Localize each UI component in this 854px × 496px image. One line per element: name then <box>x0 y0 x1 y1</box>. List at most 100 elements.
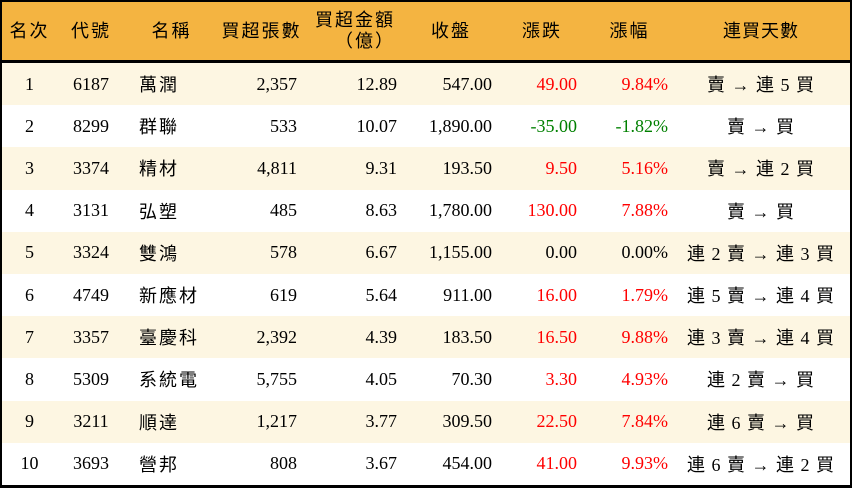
cell-change-pct: 9.93% <box>621 453 669 474</box>
cell-net-buy-amount: 3.67 <box>365 453 398 474</box>
header-name: 名稱 <box>151 20 192 41</box>
cell-streak: 連 6 賣 → 買 <box>707 412 815 433</box>
cell-close: 193.50 <box>442 157 493 178</box>
cell-change-pct: 5.16% <box>621 157 669 178</box>
cell-net-buy-volume: 578 <box>270 242 297 263</box>
cell-net-buy-amount: 10.07 <box>356 115 398 136</box>
cell-streak: 連 3 賣 → 連 4 買 <box>687 328 835 349</box>
cell-change-pct: 9.88% <box>621 326 669 347</box>
cell-change-pct: 1.79% <box>621 284 669 305</box>
cell-code: 3693 <box>73 453 109 474</box>
cell-name: 新應材 <box>139 286 199 307</box>
header-net-buy-amount: 買超金額 （億） <box>315 10 395 51</box>
table-header-row: 名次 代號 名稱 買超張數 買超金額 （億） 收盤 漲跌 漲幅 連買天數 <box>2 2 850 63</box>
cell-rank: 3 <box>25 157 34 178</box>
cell-change: 16.50 <box>536 326 578 347</box>
cell-net-buy-amount: 4.39 <box>365 326 398 347</box>
cell-change: 49.00 <box>536 73 578 94</box>
table-row: 9 3211 順達 1,217 3.77 309.50 22.50 7.84% … <box>2 400 850 443</box>
cell-rank: 5 <box>25 242 34 263</box>
cell-close: 454.00 <box>442 453 493 474</box>
cell-code: 3131 <box>73 200 109 221</box>
cell-net-buy-volume: 619 <box>270 284 297 305</box>
cell-net-buy-volume: 2,357 <box>256 73 298 94</box>
cell-net-buy-volume: 4,811 <box>257 157 297 178</box>
cell-close: 1,890.00 <box>429 115 492 136</box>
cell-rank: 2 <box>25 115 34 136</box>
header-code: 代號 <box>71 20 111 41</box>
table-row: 10 3693 營邦 808 3.67 454.00 41.00 9.93% 連… <box>2 442 850 485</box>
cell-net-buy-volume: 808 <box>270 453 297 474</box>
cell-name: 營邦 <box>139 454 179 475</box>
cell-close: 1,780.00 <box>429 200 492 221</box>
table-body: 1 6187 萬潤 2,357 12.89 547.00 49.00 9.84%… <box>2 63 850 485</box>
cell-net-buy-volume: 1,217 <box>256 411 298 432</box>
cell-close: 309.50 <box>442 411 493 432</box>
cell-change: 16.00 <box>536 284 578 305</box>
table-row: 1 6187 萬潤 2,357 12.89 547.00 49.00 9.84%… <box>2 63 850 106</box>
table-row: 3 3374 精材 4,811 9.31 193.50 9.50 5.16% 賣… <box>2 147 850 190</box>
cell-streak: 賣 → 買 <box>727 201 795 222</box>
cell-code: 8299 <box>73 115 109 136</box>
table-row: 8 5309 系統電 5,755 4.05 70.30 3.30 4.93% 連… <box>2 358 850 401</box>
cell-streak: 賣 → 買 <box>727 117 795 138</box>
cell-rank: 4 <box>25 200 34 221</box>
table-row: 6 4749 新應材 619 5.64 911.00 16.00 1.79% 連… <box>2 273 850 317</box>
cell-net-buy-amount: 3.77 <box>365 411 398 432</box>
cell-name: 系統電 <box>139 370 199 391</box>
cell-code: 4749 <box>73 284 109 305</box>
cell-name: 臺慶科 <box>139 328 199 349</box>
cell-close: 183.50 <box>442 326 493 347</box>
cell-rank: 7 <box>25 326 34 347</box>
cell-change: 41.00 <box>536 453 578 474</box>
cell-change-pct: 4.93% <box>621 368 669 389</box>
cell-streak: 連 6 賣 → 連 2 買 <box>687 454 835 475</box>
cell-change-pct: -1.82% <box>615 115 669 136</box>
cell-name: 雙鴻 <box>139 243 179 264</box>
header-close: 收盤 <box>431 20 471 41</box>
cell-change: 3.30 <box>545 368 578 389</box>
cell-rank: 6 <box>25 284 34 305</box>
cell-net-buy-volume: 2,392 <box>256 326 298 347</box>
header-change-pct: 漲幅 <box>609 20 650 41</box>
cell-net-buy-amount: 12.89 <box>356 73 398 94</box>
table-row: 7 3357 臺慶科 2,392 4.39 183.50 16.50 9.88%… <box>2 316 850 359</box>
cell-net-buy-amount: 8.63 <box>365 200 398 221</box>
cell-change-pct: 7.88% <box>621 200 669 221</box>
cell-name: 萬潤 <box>139 75 179 96</box>
header-change: 漲跌 <box>522 20 562 41</box>
header-streak: 連買天數 <box>723 20 799 41</box>
cell-code: 3357 <box>73 326 109 347</box>
cell-code: 3374 <box>73 157 109 178</box>
cell-net-buy-volume: 533 <box>270 115 297 136</box>
cell-close: 70.30 <box>451 368 493 389</box>
cell-net-buy-amount: 4.05 <box>365 368 398 389</box>
table-row: 5 3324 雙鴻 578 6.67 1,155.00 0.00 0.00% 連… <box>2 231 850 274</box>
cell-net-buy-volume: 485 <box>270 200 297 221</box>
cell-streak: 連 2 賣 → 買 <box>707 370 815 391</box>
cell-change-pct: 7.84% <box>621 411 669 432</box>
cell-code: 5309 <box>73 368 109 389</box>
cell-name: 順達 <box>139 412 179 433</box>
cell-change-pct: 0.00% <box>621 242 669 263</box>
cell-net-buy-amount: 9.31 <box>365 157 398 178</box>
cell-change: -35.00 <box>530 115 578 136</box>
cell-net-buy-amount: 5.64 <box>365 284 398 305</box>
cell-streak: 連 2 賣 → 連 3 買 <box>687 243 835 264</box>
cell-close: 911.00 <box>443 284 492 305</box>
table-row: 4 3131 弘塑 485 8.63 1,780.00 130.00 7.88%… <box>2 189 850 232</box>
cell-close: 1,155.00 <box>429 242 492 263</box>
cell-streak: 連 5 賣 → 連 4 買 <box>687 286 835 307</box>
table-row: 2 8299 群聯 533 10.07 1,890.00 -35.00 -1.8… <box>2 105 850 148</box>
cell-change: 22.50 <box>536 411 578 432</box>
cell-streak: 賣 → 連 2 買 <box>707 159 815 180</box>
cell-code: 3211 <box>73 411 109 432</box>
cell-change: 0.00 <box>545 242 578 263</box>
cell-name: 精材 <box>139 159 179 180</box>
cell-change-pct: 9.84% <box>621 73 669 94</box>
cell-rank: 1 <box>25 73 34 94</box>
cell-net-buy-volume: 5,755 <box>256 368 298 389</box>
cell-name: 弘塑 <box>139 201 179 222</box>
cell-net-buy-amount: 6.67 <box>365 242 398 263</box>
